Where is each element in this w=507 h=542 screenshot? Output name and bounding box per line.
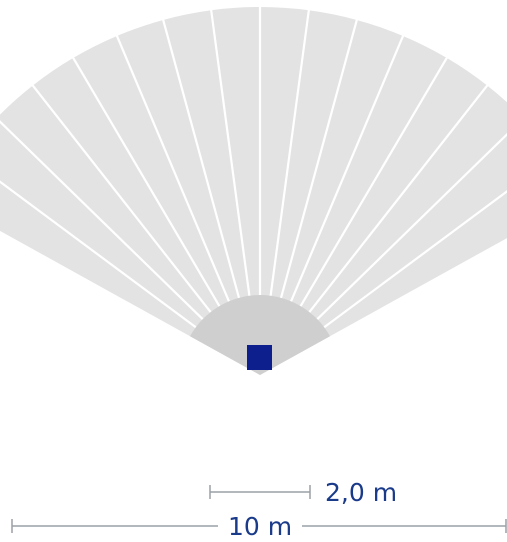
far-field-segment <box>73 35 260 375</box>
far-field-segment <box>260 35 447 375</box>
segment-separator-line <box>320 190 507 331</box>
near-field-sector <box>190 295 330 375</box>
far-field-segment <box>116 19 260 376</box>
scale-bar-small-label: 2,0 m <box>325 478 397 507</box>
far-detection-zone <box>0 6 507 376</box>
segment-separator-line <box>161 17 242 302</box>
far-field-segment <box>260 57 488 376</box>
scale-bar-large-label: 10 m <box>228 512 292 541</box>
segment-separator-line <box>0 180 200 331</box>
segment-separator-line <box>30 83 214 316</box>
segment-separator-line <box>209 8 252 300</box>
segment-separator-line <box>288 33 405 306</box>
segment-separators <box>0 5 507 331</box>
near-detection-zone <box>190 295 330 375</box>
segment-separator-line <box>115 33 232 306</box>
segment-separator-line <box>306 83 490 316</box>
segment-separator-line <box>313 132 507 323</box>
segment-separator-line <box>71 55 223 311</box>
scale-bar-small: 2,0 m <box>209 478 397 507</box>
sensor-device <box>247 345 272 370</box>
segment-separator-line <box>278 17 359 302</box>
segment-separator-line <box>268 8 311 300</box>
segment-separator-line <box>297 55 449 311</box>
far-field-segment <box>32 57 260 376</box>
far-field-segment <box>0 85 260 375</box>
segment-separator-line <box>0 120 207 323</box>
far-field-segment <box>260 19 404 376</box>
scale-bar-large: 10 m <box>11 512 507 541</box>
far-field-segment <box>260 85 507 375</box>
